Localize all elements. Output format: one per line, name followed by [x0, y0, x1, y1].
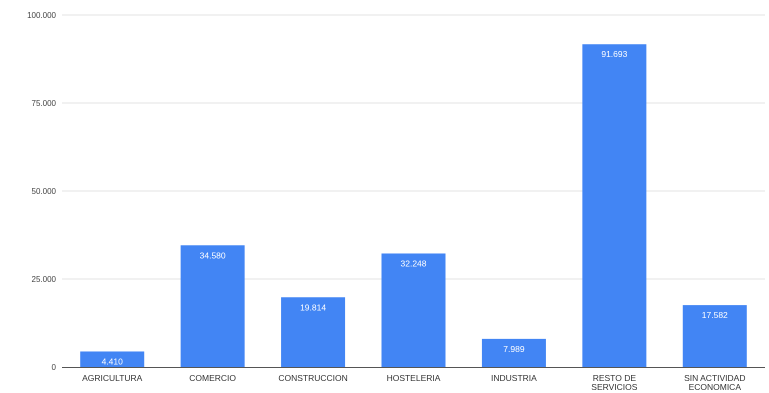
y-axis-tick-labels: 0 25.000 50.000 75.000 100.000: [27, 11, 56, 372]
category-label: COMERCIO: [189, 373, 236, 383]
data-label: 32.248: [401, 258, 427, 268]
bar: [281, 297, 346, 367]
bar: [80, 351, 145, 367]
bars: [80, 44, 747, 368]
category-label: HOSTELERIA: [387, 373, 441, 383]
category-label: AGRICULTURA: [82, 373, 143, 383]
category-label: RESTO DE SERVICIOS: [591, 373, 637, 392]
data-label: 4.410: [102, 356, 124, 366]
bar: [481, 338, 546, 367]
y-tick-label: 75.000: [32, 99, 57, 108]
bar: [381, 253, 446, 367]
bar: [582, 44, 647, 368]
category-label: CONSTRUCCION: [278, 373, 347, 383]
data-label: 34.580: [200, 250, 226, 260]
grid-lines: [62, 14, 765, 280]
y-tick-label: 0: [52, 363, 57, 372]
data-label: 17.582: [702, 310, 728, 320]
data-label: 91.693: [601, 49, 627, 59]
y-tick-label: 25.000: [32, 275, 57, 284]
data-label: 7.989: [503, 344, 525, 354]
category-label: SIN ACTIVIDAD ECONOMICA: [684, 373, 745, 392]
bar: [180, 245, 245, 367]
bar: [682, 305, 747, 367]
y-tick-label: 100.000: [27, 11, 56, 20]
x-axis-category-labels: AGRICULTURA COMERCIO CONSTRUCCION HOSTELERI…: [82, 373, 745, 392]
category-label: INDUSTRIA: [491, 373, 537, 383]
y-tick-label: 50.000: [32, 187, 57, 196]
data-label: 19.814: [300, 302, 326, 312]
data-labels: 4.410 34.580 19.814 32.248 7.989 91.693 17.582: [102, 49, 728, 366]
